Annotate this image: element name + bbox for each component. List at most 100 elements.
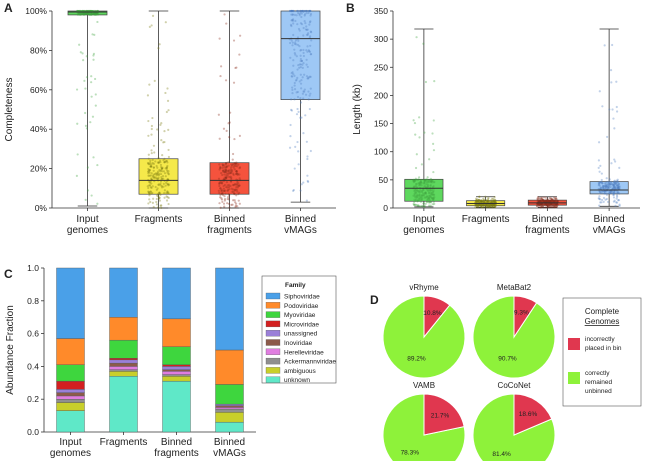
panel-c-segment-inoviridae-fragments — [109, 362, 138, 367]
panel-b-point — [432, 197, 435, 200]
panel-a-point — [226, 172, 229, 175]
panel-b-point — [493, 203, 496, 207]
panel-b-point — [555, 203, 558, 206]
panel-a-point — [297, 63, 300, 67]
panel-b-point — [555, 197, 558, 200]
panel-a-point — [156, 173, 159, 176]
panel-b-point — [421, 197, 424, 200]
panel-b-point — [477, 201, 481, 204]
panel-a-point — [90, 75, 93, 78]
panel-b-point — [616, 184, 620, 187]
panel-a-point — [310, 31, 313, 34]
panel-c-legend-label-unassigned: unassigned — [284, 331, 318, 338]
panel-a-point — [164, 21, 167, 24]
panel-a-point — [150, 182, 153, 185]
panel-b-point — [423, 179, 426, 182]
panel-b-point — [420, 189, 424, 192]
panel-a-point — [299, 49, 302, 52]
panel-a-point — [165, 199, 169, 202]
panel-a-point — [76, 122, 79, 125]
panel-a-point — [147, 134, 150, 137]
panel-b-point — [423, 194, 426, 197]
panel-b-point — [542, 199, 545, 202]
panel-b-point — [616, 178, 619, 181]
panel-b-point — [598, 181, 601, 184]
panel-b-point — [431, 193, 434, 196]
panel-d-pie-title-vamb: VAMB — [413, 381, 435, 390]
panel-a-point — [293, 13, 296, 17]
panel-a-point — [95, 12, 98, 15]
panel-a-point — [219, 74, 222, 78]
panel-a-point — [290, 24, 293, 28]
panel-c-segment-ambiguous-fragments — [109, 371, 138, 377]
panel-a-point — [148, 25, 151, 28]
panel-b-point — [615, 183, 618, 186]
panel-b-point — [615, 194, 619, 197]
panel-b-point — [421, 205, 424, 208]
panel-b-point — [540, 196, 543, 199]
panel-b-point — [480, 200, 483, 203]
panel-a-point — [304, 114, 307, 117]
panel-b-point — [618, 185, 621, 188]
panel-a-point — [87, 13, 91, 16]
panel-a-point — [291, 92, 294, 95]
panel-a-point — [236, 165, 239, 168]
panel-a-point — [292, 9, 295, 13]
panel-a-point — [221, 164, 225, 167]
panel-a-point — [159, 163, 163, 167]
panel-b-point — [608, 183, 611, 186]
panel-a-point — [82, 13, 85, 16]
panel-a-point — [291, 13, 294, 16]
panel-b-point — [607, 192, 610, 195]
panel-b-point — [612, 184, 615, 187]
panel-a-point — [297, 150, 300, 153]
panel-b-point — [549, 205, 552, 209]
panel-a-point — [309, 149, 312, 153]
panel-a-point — [91, 33, 94, 36]
panel-b-point — [426, 196, 429, 199]
panel-a-point — [93, 77, 97, 81]
panel-b-point — [553, 199, 556, 203]
panel-a-point — [149, 174, 152, 177]
panel-a-point — [160, 175, 163, 179]
panel-a-point — [308, 9, 311, 13]
panel-b-point — [414, 190, 417, 193]
panel-b-point — [427, 181, 430, 184]
panel-a-point — [148, 198, 151, 201]
panel-a-point — [221, 193, 225, 197]
panel-a-point — [305, 9, 308, 13]
panel-a-point — [157, 47, 160, 50]
panel-a-point — [237, 193, 240, 196]
panel-b-point — [478, 201, 481, 204]
panel-b-point — [416, 204, 419, 207]
panel-d-legend-label-line: placed in bin — [585, 345, 622, 352]
panel-b-point — [414, 133, 417, 136]
panel-b-point — [478, 204, 481, 207]
panel-a-point — [163, 161, 166, 164]
panel-a-point — [293, 52, 296, 55]
panel-b-point — [542, 200, 545, 203]
panel-b-point — [598, 187, 601, 190]
panel-a-point — [93, 13, 96, 16]
panel-a-iqr-box-binned-vmags — [280, 10, 321, 101]
panel-b-point — [550, 199, 553, 202]
panel-a-point — [296, 76, 299, 79]
panel-a-point — [153, 175, 156, 179]
panel-b-point — [428, 200, 431, 204]
panel-a-point — [237, 199, 240, 202]
panel-b-point — [417, 178, 420, 181]
panel-a-y-tick-label: 60% — [30, 85, 47, 95]
panel-c-legend-label-microviridae: Microviridae — [284, 321, 319, 328]
panel-b-point — [432, 142, 435, 145]
panel-b-point — [554, 203, 557, 206]
panel-a-point — [290, 75, 293, 78]
panel-a-point — [217, 177, 221, 180]
panel-b-point — [428, 194, 431, 197]
panel-c-category-label-line: Input — [59, 437, 81, 448]
panel-b-point — [554, 203, 557, 207]
panel-a-point — [159, 184, 162, 187]
panel-b-point — [494, 200, 497, 203]
panel-b-point — [604, 198, 607, 201]
panel-a-point — [302, 9, 305, 13]
